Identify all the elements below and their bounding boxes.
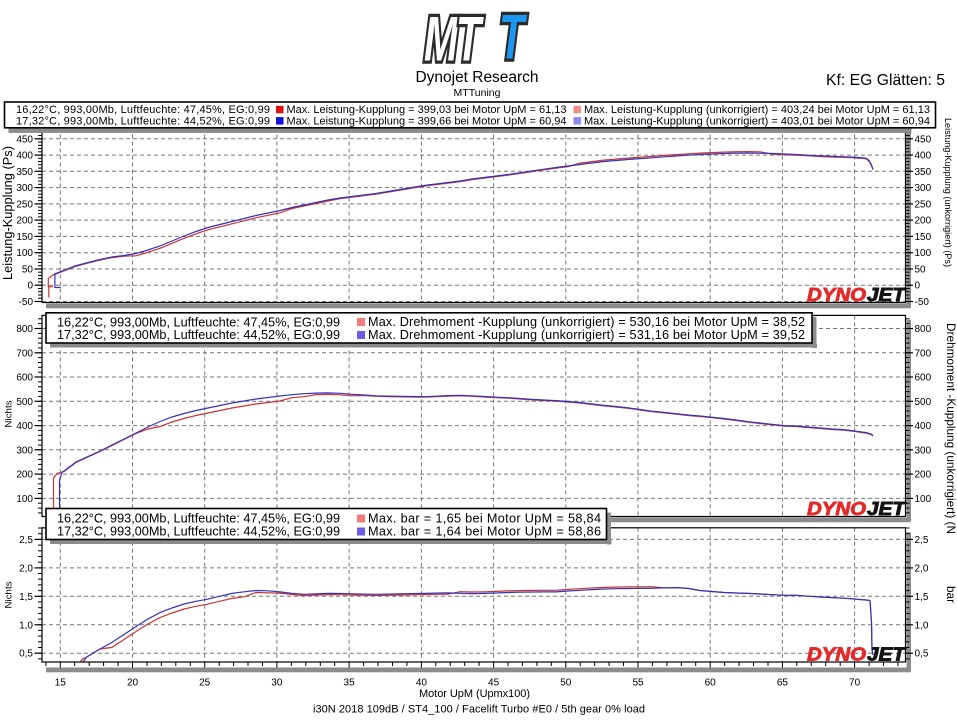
svg-text:100: 100 xyxy=(915,248,932,259)
svg-text:0,5: 0,5 xyxy=(915,649,929,660)
svg-text:Drehmoment -Kupplung (unkorrig: Drehmoment -Kupplung (unkorrigiert) (N xyxy=(944,323,957,534)
svg-text:Max. Leistung-Kupplung (unkorr: Max. Leistung-Kupplung (unkorrigiert) = … xyxy=(584,115,930,127)
svg-text:100: 100 xyxy=(16,248,33,259)
svg-text:200: 200 xyxy=(915,470,932,481)
svg-text:Leistung-Kupplung (unkorrigier: Leistung-Kupplung (unkorrigiert) (Ps) xyxy=(943,118,953,267)
svg-text:450: 450 xyxy=(16,134,33,145)
svg-text:MTTuning: MTTuning xyxy=(454,87,501,99)
svg-text:50: 50 xyxy=(22,265,34,276)
svg-text:400: 400 xyxy=(16,151,33,162)
svg-text:DYNO: DYNO xyxy=(807,284,867,305)
svg-text:Leistung-Kupplung (Ps): Leistung-Kupplung (Ps) xyxy=(0,146,15,280)
svg-text:2,5: 2,5 xyxy=(915,535,929,546)
svg-text:450: 450 xyxy=(915,134,932,145)
svg-text:700: 700 xyxy=(915,348,932,359)
svg-text:700: 700 xyxy=(16,348,33,359)
svg-text:T: T xyxy=(499,3,528,73)
svg-text:-50: -50 xyxy=(19,297,34,308)
svg-text:30: 30 xyxy=(271,678,283,689)
svg-text:0: 0 xyxy=(915,281,921,292)
svg-text:50: 50 xyxy=(915,265,927,276)
svg-text:1,5: 1,5 xyxy=(19,592,33,603)
svg-text:0: 0 xyxy=(27,281,33,292)
svg-text:Nichts: Nichts xyxy=(4,581,15,608)
svg-text:400: 400 xyxy=(16,421,33,432)
svg-text:16,22°C, 993,00Mb, Luftfeuchte: 16,22°C, 993,00Mb, Luftfeuchte: 47,45%, … xyxy=(57,512,340,526)
svg-text:250: 250 xyxy=(16,199,33,210)
svg-text:DYNO: DYNO xyxy=(807,498,867,519)
svg-text:65: 65 xyxy=(777,678,789,689)
svg-text:Max. Drehmoment -Kupplung (unk: Max. Drehmoment -Kupplung (unkorrigiert)… xyxy=(368,328,805,342)
svg-text:1,0: 1,0 xyxy=(19,620,33,631)
svg-text:35: 35 xyxy=(344,678,356,689)
svg-text:Max. Leistung-Kupplung (unkorr: Max. Leistung-Kupplung (unkorrigiert) = … xyxy=(584,104,930,116)
svg-text:Max. bar = 1,65 bei Motor UpM: Max. bar = 1,65 bei Motor UpM = 58,84 xyxy=(368,512,601,526)
svg-text:i30N 2018 109dB / ST4_100 / Fa: i30N 2018 109dB / ST4_100 / Facelift Tur… xyxy=(313,704,645,716)
svg-text:250: 250 xyxy=(915,199,932,210)
svg-text:Motor UpM (Upmx100): Motor UpM (Upmx100) xyxy=(419,688,530,700)
svg-text:70: 70 xyxy=(849,678,861,689)
svg-text:0,5: 0,5 xyxy=(19,649,33,660)
svg-text:15: 15 xyxy=(55,678,67,689)
svg-text:1,0: 1,0 xyxy=(915,620,929,631)
svg-text:600: 600 xyxy=(915,373,932,384)
svg-text:16,22°C, 993,00Mb, Luftfeuchte: 16,22°C, 993,00Mb, Luftfeuchte: 47,45%, … xyxy=(57,315,340,329)
svg-text:300: 300 xyxy=(915,183,932,194)
svg-text:45: 45 xyxy=(488,678,500,689)
svg-text:2,0: 2,0 xyxy=(915,563,929,574)
svg-text:Max. Leistung-Kupplung = 399,0: Max. Leistung-Kupplung = 399,03 bei Moto… xyxy=(287,104,567,116)
svg-text:400: 400 xyxy=(915,151,932,162)
svg-text:500: 500 xyxy=(16,397,33,408)
svg-text:25: 25 xyxy=(199,678,211,689)
svg-text:300: 300 xyxy=(16,183,33,194)
svg-text:500: 500 xyxy=(915,397,932,408)
svg-text:17,32°C, 993,00Mb, Luftfeuchte: 17,32°C, 993,00Mb, Luftfeuchte: 44,52%, … xyxy=(57,525,340,539)
svg-text:-50: -50 xyxy=(915,297,930,308)
svg-text:40: 40 xyxy=(416,678,428,689)
svg-text:50: 50 xyxy=(560,678,572,689)
svg-text:150: 150 xyxy=(915,232,932,243)
svg-text:Dynojet Research: Dynojet Research xyxy=(416,69,539,86)
svg-text:200: 200 xyxy=(16,470,33,481)
svg-text:2,5: 2,5 xyxy=(19,535,33,546)
svg-text:Nichts: Nichts xyxy=(4,400,15,427)
svg-text:Kf: EG Glätten: 5: Kf: EG Glätten: 5 xyxy=(826,72,945,89)
svg-text:200: 200 xyxy=(915,216,932,227)
svg-text:Max. Leistung-Kupplung = 399,6: Max. Leistung-Kupplung = 399,66 bei Moto… xyxy=(287,115,567,127)
svg-text:JET: JET xyxy=(867,498,907,519)
svg-text:600: 600 xyxy=(16,373,33,384)
svg-text:20: 20 xyxy=(127,678,139,689)
svg-text:JET: JET xyxy=(867,644,907,665)
svg-text:17,32°C, 993,00Mb, Luftfeuchte: 17,32°C, 993,00Mb, Luftfeuchte: 44,52%, … xyxy=(16,115,270,127)
svg-text:300: 300 xyxy=(915,445,932,456)
svg-text:300: 300 xyxy=(16,445,33,456)
svg-text:350: 350 xyxy=(16,167,33,178)
svg-text:M: M xyxy=(424,5,459,75)
svg-text:60: 60 xyxy=(705,678,717,689)
svg-text:350: 350 xyxy=(915,167,932,178)
svg-text:DYNO: DYNO xyxy=(807,644,867,665)
svg-text:200: 200 xyxy=(16,216,33,227)
svg-text:T: T xyxy=(456,5,485,75)
svg-text:JET: JET xyxy=(867,284,907,305)
svg-text:bar: bar xyxy=(944,586,957,603)
svg-text:Max. bar = 1,64 bei Motor UpM: Max. bar = 1,64 bei Motor UpM = 58,86 xyxy=(368,525,601,539)
svg-text:16,22°C, 993,00Mb, Luftfeuchte: 16,22°C, 993,00Mb, Luftfeuchte: 47,45%, … xyxy=(16,104,270,116)
svg-text:2,0: 2,0 xyxy=(19,563,33,574)
svg-text:100: 100 xyxy=(915,494,932,505)
svg-text:800: 800 xyxy=(915,324,932,335)
svg-text:17,32°C, 993,00Mb, Luftfeuchte: 17,32°C, 993,00Mb, Luftfeuchte: 44,52%, … xyxy=(57,328,340,342)
svg-text:100: 100 xyxy=(16,494,33,505)
svg-text:Max. Drehmoment -Kupplung (unk: Max. Drehmoment -Kupplung (unkorrigiert)… xyxy=(368,315,805,329)
svg-text:800: 800 xyxy=(16,324,33,335)
svg-text:1,5: 1,5 xyxy=(915,592,929,603)
svg-text:400: 400 xyxy=(915,421,932,432)
svg-text:150: 150 xyxy=(16,232,33,243)
svg-text:55: 55 xyxy=(632,678,644,689)
